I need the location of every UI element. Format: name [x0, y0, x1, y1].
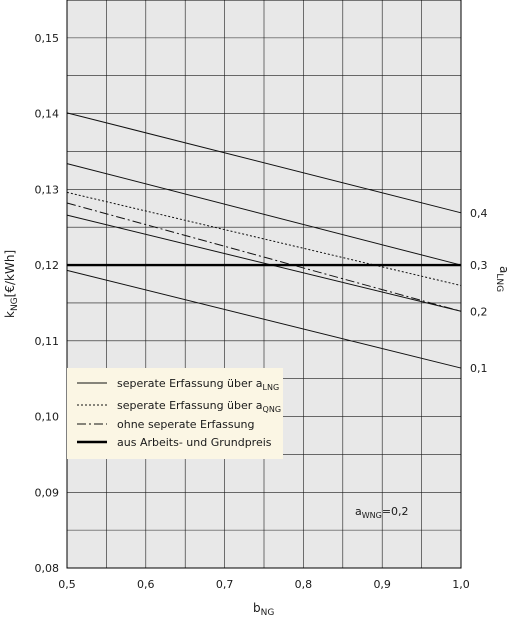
y-axis-label: kNG[€/kWh] — [3, 250, 20, 318]
x-axis-label: bNG — [253, 601, 274, 618]
annotation-awng: aWNG=0,2 — [355, 505, 409, 520]
x-tick-label: 0,5 — [58, 578, 76, 591]
x-tick-label: 0,8 — [295, 578, 313, 591]
y-tick-label: 0,14 — [35, 108, 60, 121]
series-end-labels: 0,4 0,3 0,2 0,1 — [470, 207, 488, 375]
legend-entry: ohne seperate Erfassung — [117, 418, 255, 431]
legend-entry: seperate Erfassung über aLNG — [117, 377, 279, 392]
legend-entry: aus Arbeits- und Grundpreis — [117, 436, 272, 449]
y-axis: 0,08 0,09 0,10 0,11 0,12 0,13 0,14 0,15 — [35, 32, 60, 575]
y-tick-label: 0,10 — [35, 411, 60, 424]
series-end-label: 0,2 — [470, 305, 488, 318]
legend-entry: seperate Erfassung über aQNG — [117, 399, 281, 414]
series-end-label: 0,4 — [470, 207, 488, 220]
x-tick-label: 0,7 — [216, 578, 234, 591]
y-tick-label: 0,11 — [35, 335, 60, 348]
series-line-4 — [66, 269, 462, 369]
series-line-2 — [66, 163, 462, 266]
grid — [67, 0, 461, 568]
y-tick-label: 0,08 — [35, 562, 60, 575]
y-tick-label: 0,09 — [35, 486, 60, 499]
series-line-6 — [66, 202, 462, 312]
series-end-label: 0,1 — [470, 362, 488, 375]
series-group — [66, 112, 462, 369]
x-tick-label: 0,9 — [373, 578, 391, 591]
right-axis-label: aLNG — [494, 266, 510, 292]
series-line-1 — [66, 112, 462, 214]
y-tick-label: 0,13 — [35, 183, 60, 196]
x-tick-label: 0,6 — [137, 578, 155, 591]
series-line-5 — [66, 191, 462, 287]
x-tick-label: 1,0 — [452, 578, 470, 591]
y-tick-label: 0,15 — [35, 32, 60, 45]
x-axis: 0,5 0,6 0,7 0,8 0,9 1,0 — [58, 578, 470, 591]
y-tick-label: 0,12 — [35, 259, 60, 272]
plot-border — [66, 0, 462, 569]
series-end-label: 0,3 — [470, 259, 488, 272]
series-line-3 — [66, 214, 462, 312]
legend: seperate Erfassung über aLNG seperate Erf… — [67, 368, 283, 459]
